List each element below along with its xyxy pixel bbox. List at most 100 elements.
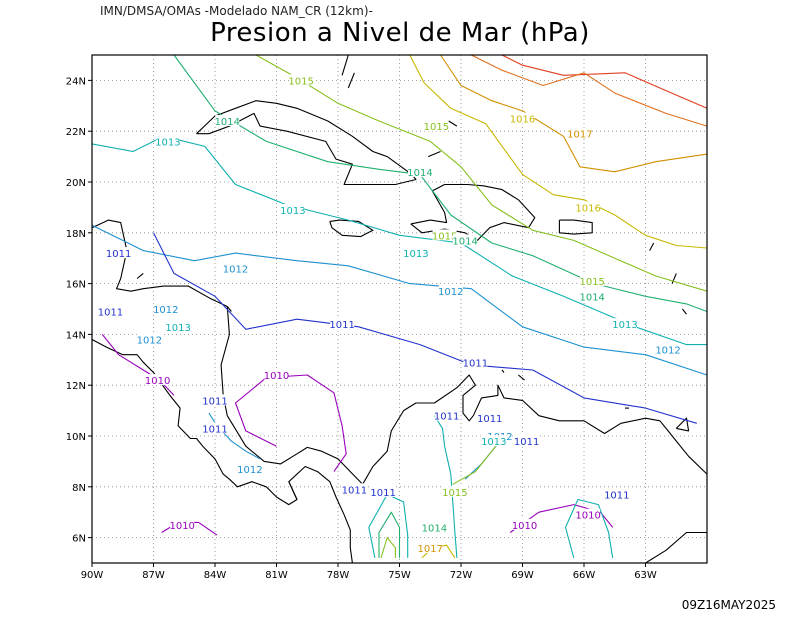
y-tick-label: 14N xyxy=(66,330,86,341)
isobar-label-bg xyxy=(604,488,629,500)
y-tick-label: 6N xyxy=(72,534,86,545)
isobar-label: 1011 xyxy=(434,412,459,423)
isobar-label-bg xyxy=(280,203,305,215)
isobar-label-bg xyxy=(477,412,502,424)
isobar-label: 1016 xyxy=(575,203,600,214)
x-tick-label: 69W xyxy=(511,570,534,581)
isobar-label: 1013 xyxy=(155,137,180,148)
coastlines xyxy=(91,54,708,564)
isobar-label-bg xyxy=(155,135,180,147)
coastline xyxy=(226,306,232,312)
isobar-label: 1011 xyxy=(477,414,502,425)
isobar-label-bg xyxy=(203,394,227,406)
y-tick-label: 8N xyxy=(72,483,86,494)
isobar-1018 xyxy=(471,54,708,127)
isobar-label: 1013 xyxy=(165,323,190,334)
isobar-label-bg xyxy=(264,369,289,381)
isobar-label: 1013 xyxy=(403,249,428,260)
isobar-label: 1012 xyxy=(237,465,262,476)
isobar-label: 1014 xyxy=(407,168,432,179)
isobar-label-bg xyxy=(330,318,355,330)
latitude-axis: 6N 8N 10N 12N 14N 16N 18N 20N 22N 24N xyxy=(66,76,92,545)
x-tick-label: 81W xyxy=(265,570,288,581)
y-tick-label: 10N xyxy=(66,432,86,443)
isobar-label-bg xyxy=(203,422,227,434)
isobar-label-bg xyxy=(442,485,467,497)
isobar-label: 1011 xyxy=(329,320,354,331)
y-tick-label: 24N xyxy=(66,76,86,87)
isobar-label-bg xyxy=(137,333,162,345)
model-source-label: IMN/DMSA/OMAs -Modelado NAM_CR (12km)- xyxy=(100,4,373,18)
isobar-label: 1010 xyxy=(264,371,289,382)
isobar-label: 1017 xyxy=(567,130,592,141)
isobar-label-bg xyxy=(580,275,605,287)
y-tick-label: 22N xyxy=(66,127,86,138)
isobar-1012 xyxy=(208,412,261,460)
isobar-label: 1014 xyxy=(579,292,604,303)
x-tick-label: 63W xyxy=(634,570,657,581)
isobar-label-bg xyxy=(656,343,681,355)
isobar-label: 1011 xyxy=(604,490,629,501)
isobar-label-bg xyxy=(567,127,592,139)
coastline xyxy=(501,369,505,373)
isobar-label-bg xyxy=(215,115,240,127)
page-title: Presion a Nivel de Mar (hPa) xyxy=(210,18,590,48)
coastline xyxy=(518,374,525,381)
isobar-label-bg xyxy=(403,247,428,259)
isobar-label: 1010 xyxy=(169,521,194,532)
y-tick-label: 12N xyxy=(66,381,86,392)
map-frame xyxy=(91,54,708,564)
isobar-1015 xyxy=(452,445,497,485)
isobar-label-bg xyxy=(106,247,131,259)
isobar-label: 1011 xyxy=(342,485,367,496)
isobar-label: 1011 xyxy=(106,249,131,260)
coastline xyxy=(558,219,593,235)
isobar-label-bg xyxy=(223,262,248,274)
grid-lines xyxy=(92,55,707,563)
isobar-1014 xyxy=(173,54,708,313)
isobar-label-bg xyxy=(153,303,178,314)
isobar-label: 1014 xyxy=(422,523,447,534)
isobar-label: 1011 xyxy=(202,396,227,407)
isobar-label: 1011 xyxy=(370,488,395,499)
isobar-label: 1015 xyxy=(432,231,457,242)
x-tick-label: 75W xyxy=(388,570,411,581)
coastline xyxy=(410,183,536,241)
isobar-1013 xyxy=(564,498,614,559)
coastline xyxy=(645,531,707,564)
isobar-label: 1011 xyxy=(463,358,488,369)
isobar-label: 1012 xyxy=(655,346,680,357)
x-tick-label: 87W xyxy=(142,570,165,581)
coastline xyxy=(448,120,458,127)
longitude-axis: 90W 87W 84W 81W 78W 75W 72W 69W 66W 63W xyxy=(81,563,657,581)
x-tick-label: 84W xyxy=(204,570,227,581)
isobar-label: 1015 xyxy=(424,122,449,133)
isobar-label-bg xyxy=(514,435,539,447)
isobar-label-bg xyxy=(422,521,447,533)
coastline xyxy=(136,272,144,279)
isobar-label: 1012 xyxy=(137,335,162,346)
isobar-label: 1010 xyxy=(512,521,537,532)
isobar-label-bg xyxy=(463,356,488,368)
isobar-label-bg xyxy=(342,483,367,495)
isobar-1017 xyxy=(440,54,708,173)
isobar-label-bg xyxy=(576,508,601,520)
isobar-label: 1013 xyxy=(280,206,305,217)
isobar-1010 xyxy=(234,374,347,472)
coastline xyxy=(196,100,417,186)
isobar-label-bg xyxy=(166,320,191,332)
y-tick-label: 20N xyxy=(66,178,86,189)
isobar-contours xyxy=(91,54,708,559)
isobar-label: 1016 xyxy=(510,115,535,126)
isobar-1013 xyxy=(368,493,409,559)
isobar-1015 xyxy=(255,54,708,292)
y-tick-label: 16N xyxy=(66,280,86,291)
isobar-label-bg xyxy=(289,74,314,86)
isobar-label: 1013 xyxy=(481,437,506,448)
isobar-1014 xyxy=(378,511,401,558)
isobar-label-bg xyxy=(424,120,449,132)
isobar-label-bg xyxy=(418,541,443,553)
coastline xyxy=(681,308,687,315)
coastline xyxy=(427,150,441,158)
